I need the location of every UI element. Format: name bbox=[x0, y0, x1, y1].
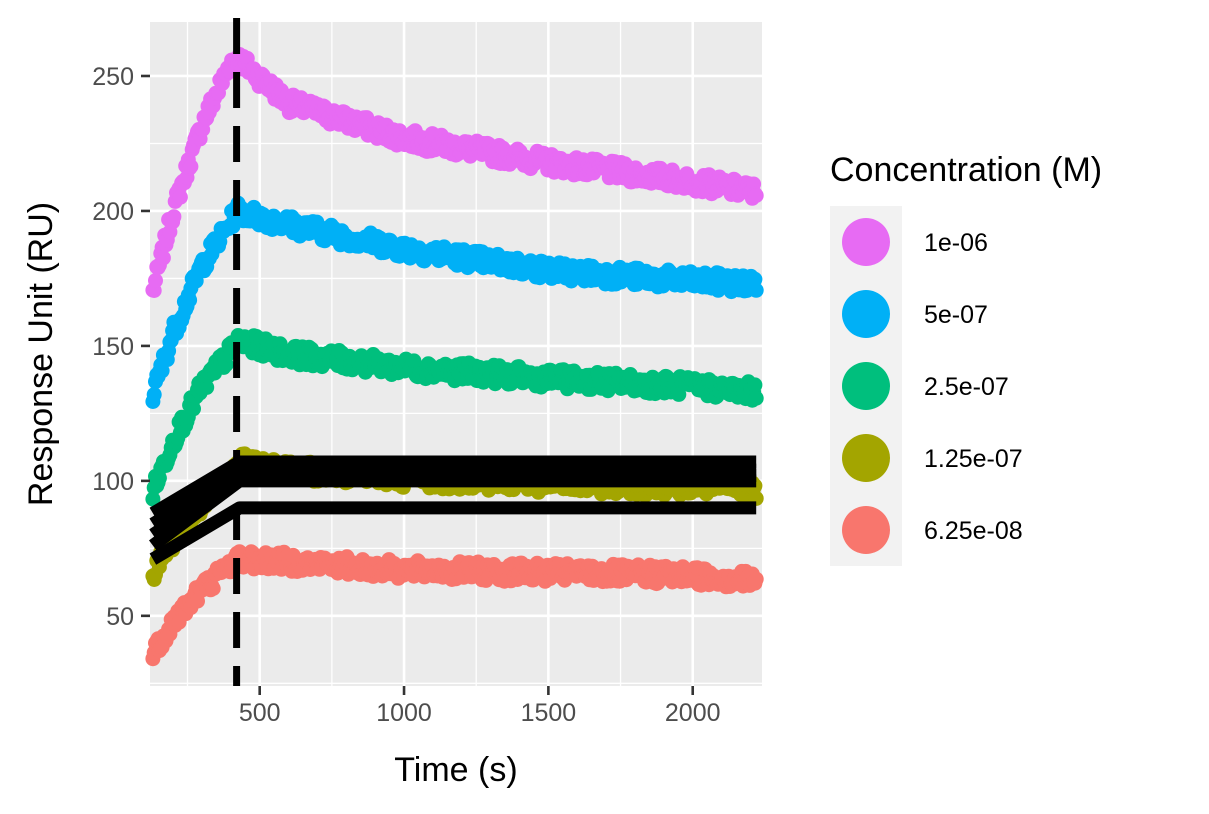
legend-items: 1e-06 5e-07 2.5e-07 1.25e-07 6.25e-08 bbox=[842, 218, 1023, 554]
data-point bbox=[166, 209, 182, 225]
legend-key bbox=[842, 362, 890, 410]
data-point bbox=[148, 273, 163, 289]
data-point bbox=[145, 491, 161, 507]
data-point bbox=[748, 188, 764, 203]
data-point bbox=[172, 189, 188, 205]
data-point bbox=[199, 379, 215, 395]
x-tick-label: 1000 bbox=[376, 699, 432, 727]
data-point bbox=[748, 571, 764, 587]
data-point bbox=[748, 390, 764, 406]
data-point bbox=[183, 159, 199, 174]
data-point bbox=[747, 377, 763, 393]
data-point bbox=[186, 401, 201, 417]
legend-key bbox=[842, 290, 890, 338]
series-2.5e-07 bbox=[145, 328, 764, 507]
legend-item: 1e-06 bbox=[842, 218, 988, 266]
y-tick-label: 100 bbox=[92, 468, 134, 496]
y-tick-label: 50 bbox=[106, 603, 134, 631]
legend-key bbox=[842, 218, 890, 266]
x-tick-label: 500 bbox=[239, 699, 281, 727]
legend-item: 6.25e-08 bbox=[842, 506, 1023, 554]
legend-label: 1e-06 bbox=[924, 229, 988, 257]
legend-item: 5e-07 bbox=[842, 290, 988, 338]
legend-item: 1.25e-07 bbox=[842, 434, 1023, 482]
legend-title: Concentration (M) bbox=[830, 151, 1102, 189]
y-tick-label: 250 bbox=[92, 63, 134, 91]
data-point bbox=[154, 363, 170, 379]
legend: Concentration (M) 1e-06 5e-07 2.5e-07 1.25e… bbox=[830, 151, 1102, 566]
x-tick-label: 2000 bbox=[665, 699, 721, 727]
x-axis: 500 1000 1500 2000 bbox=[239, 686, 721, 727]
legend-key bbox=[842, 506, 890, 554]
data-layer bbox=[145, 47, 764, 667]
x-axis-title: Time (s) bbox=[394, 751, 517, 789]
data-point bbox=[146, 387, 162, 403]
legend-label: 5e-07 bbox=[924, 301, 988, 329]
data-point bbox=[205, 581, 221, 596]
series-5e-07 bbox=[145, 195, 764, 409]
data-point bbox=[748, 282, 764, 298]
legend-item: 2.5e-07 bbox=[842, 362, 1009, 410]
data-point bbox=[155, 250, 171, 266]
y-axis-title: Response Unit (RU) bbox=[22, 202, 60, 506]
legend-label: 6.25e-08 bbox=[924, 517, 1023, 545]
x-tick-label: 1500 bbox=[521, 699, 577, 727]
series-1e-06 bbox=[145, 47, 764, 298]
y-tick-label: 200 bbox=[92, 198, 134, 226]
legend-key bbox=[842, 434, 890, 482]
y-axis: 50 100 150 200 250 bbox=[92, 63, 150, 631]
legend-label: 2.5e-07 bbox=[924, 373, 1009, 401]
series-6.25e-08 bbox=[145, 544, 764, 667]
data-point bbox=[747, 271, 763, 287]
y-tick-label: 150 bbox=[92, 333, 134, 361]
legend-label: 1.25e-07 bbox=[924, 445, 1023, 473]
data-point bbox=[182, 292, 198, 308]
